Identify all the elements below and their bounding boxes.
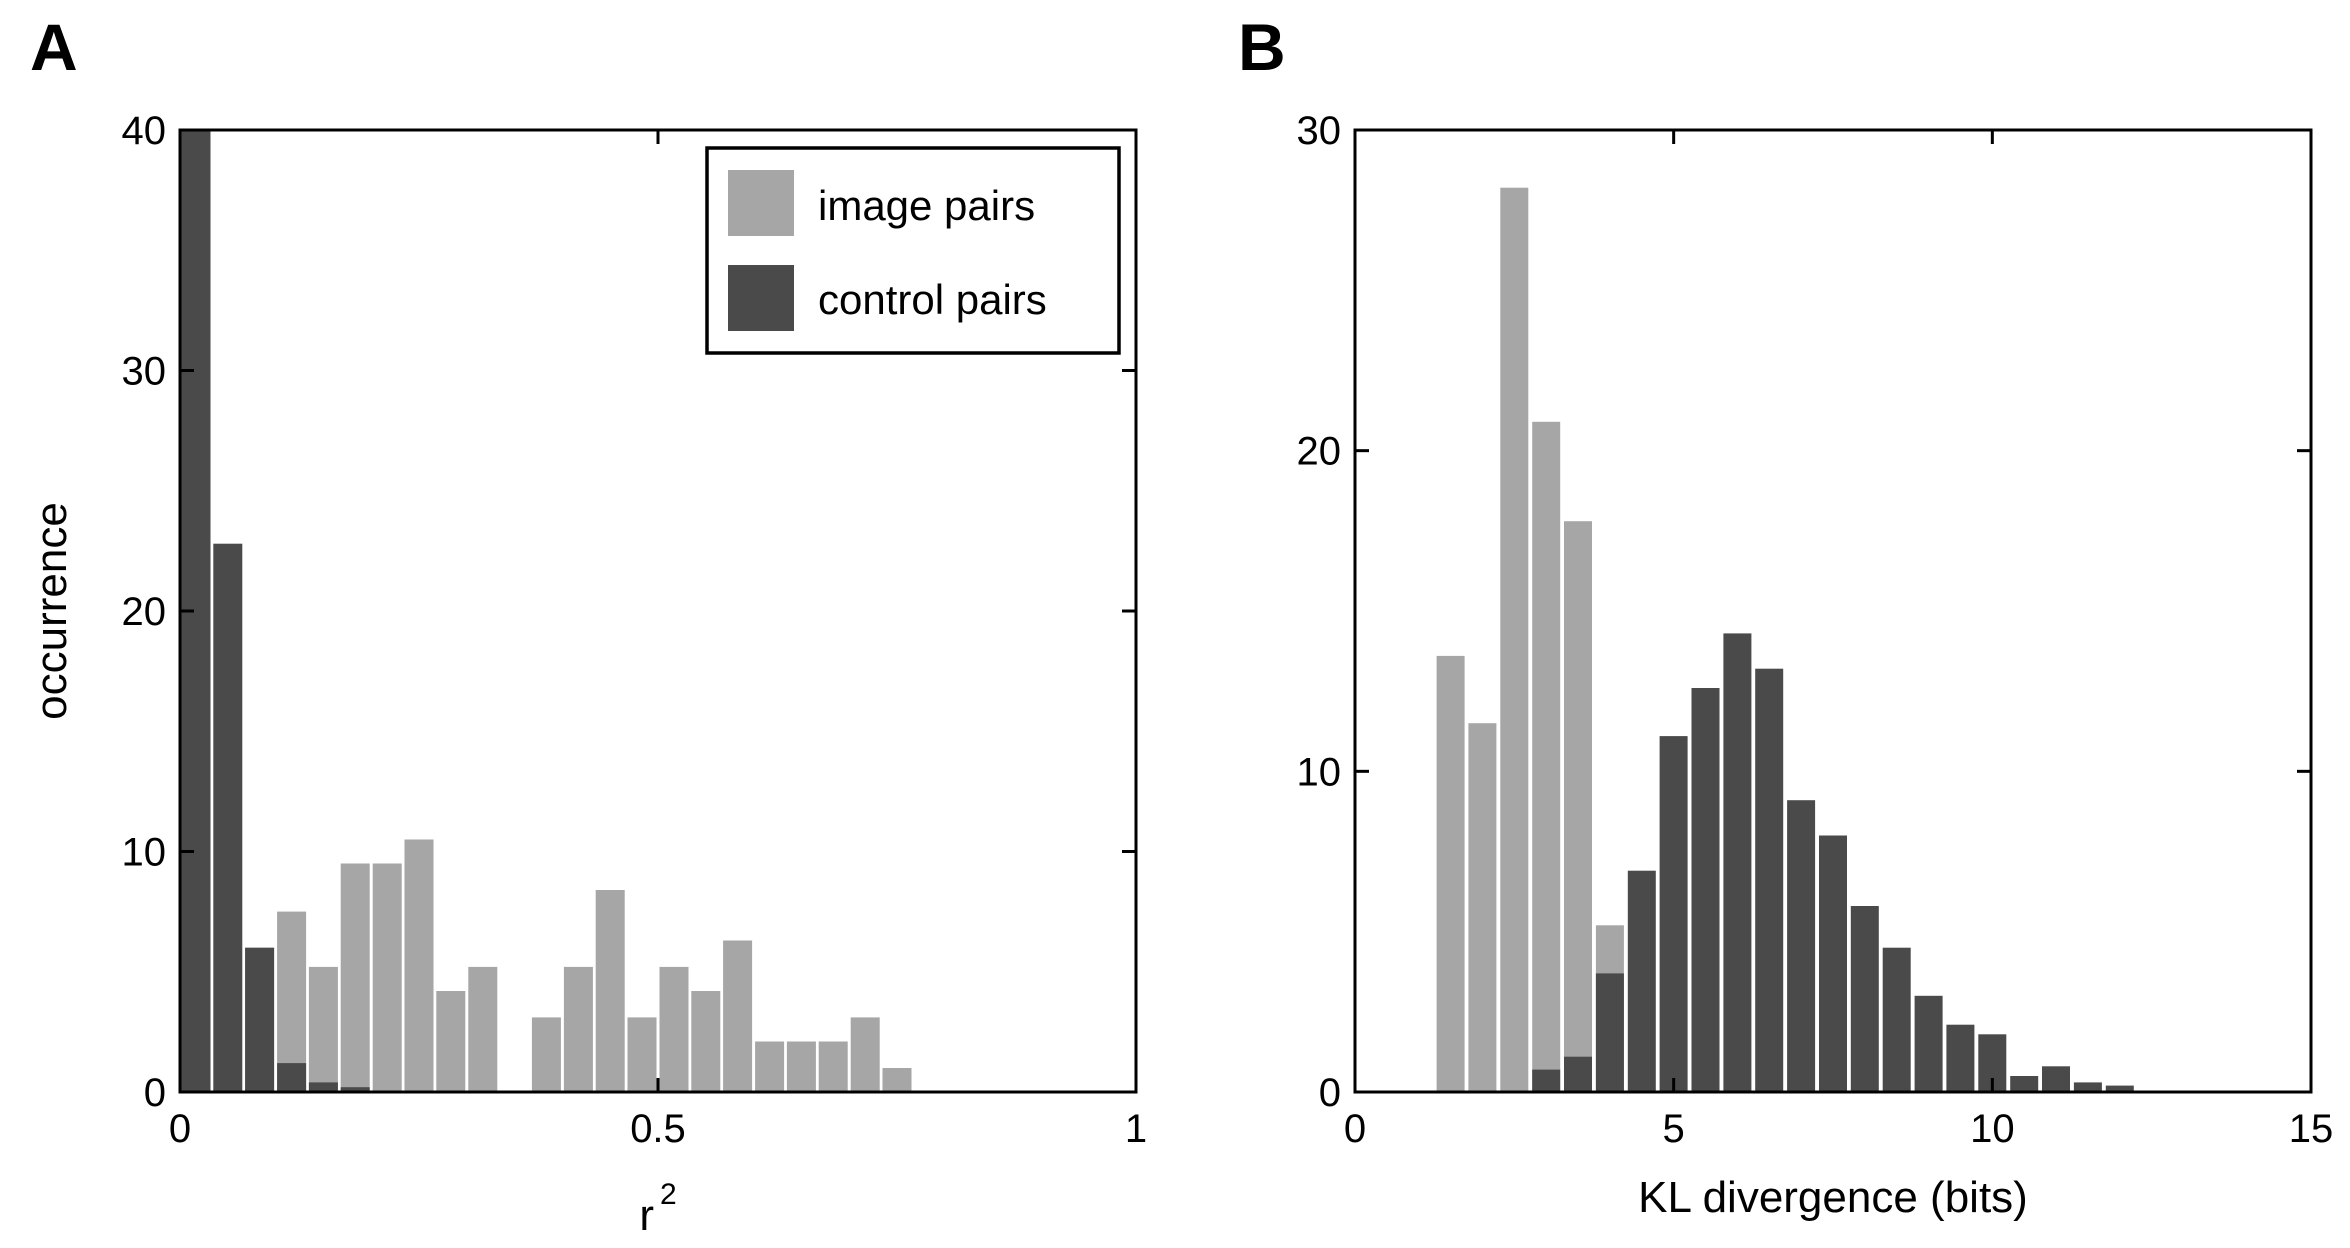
- panel-a-bar-image-pairs: [340, 863, 370, 1092]
- panel-a-bar-image-pairs: [308, 966, 338, 1092]
- panel-b-bar-image-pairs: [1436, 655, 1465, 1092]
- panel-a-bar-image-pairs: [531, 1017, 561, 1092]
- panel-a-bar-image-pairs: [436, 991, 466, 1092]
- panel-a-x-tick-label: 0: [169, 1107, 191, 1151]
- panel-b-x-tick-label: 5: [1663, 1107, 1685, 1151]
- panel-a-bar-image-pairs: [882, 1068, 912, 1092]
- panel-b-bar-image-pairs: [1500, 187, 1529, 1092]
- panel-a-bar-image-pairs: [404, 839, 434, 1092]
- panel-b-x-tick-label: 0: [1344, 1107, 1366, 1151]
- panel-b-bar-control-pairs: [1819, 835, 1847, 1092]
- panel-b-x-tick-label: 10: [1970, 1107, 2015, 1151]
- panel-b-bar-control-pairs: [2042, 1066, 2070, 1092]
- panel-a-bar-image-pairs: [277, 911, 307, 1092]
- panel-b-bar-control-pairs: [2073, 1082, 2102, 1092]
- panel-a-bar-image-pairs: [850, 1017, 880, 1092]
- panel-a-bar-image-pairs: [755, 1041, 785, 1092]
- panel-b-bar-control-pairs: [2105, 1085, 2134, 1092]
- panel-b-bar-control-pairs: [1595, 973, 1624, 1092]
- panel-b-bar-control-pairs: [1532, 1069, 1561, 1092]
- panel-b-y-tick-label: 30: [1297, 109, 1342, 153]
- panel-a-bar-image-pairs: [691, 991, 721, 1092]
- panel-a-bar-control-pairs: [340, 1087, 370, 1092]
- panel-b-bar-control-pairs: [1723, 633, 1752, 1092]
- panel-a-y-tick-label: 10: [122, 831, 167, 875]
- panel-a-y-tick-label: 30: [122, 350, 167, 394]
- panel-a-bar-image-pairs: [372, 863, 402, 1092]
- legend-swatch-control-pairs: [728, 265, 794, 331]
- panel-b-bar-image-pairs: [1564, 521, 1592, 1092]
- panel-b-bar-control-pairs: [1946, 1024, 1975, 1092]
- panel-b-bar-control-pairs: [1882, 947, 1911, 1092]
- panel-b-bar-control-pairs: [1914, 995, 1943, 1092]
- panel-b-y-tick-label: 10: [1297, 750, 1342, 794]
- panel-b-ticks: 0 5 10 15 0 10 20 30: [1297, 109, 2334, 1151]
- panel-a-bar-image-pairs: [563, 966, 593, 1092]
- panel-a-x-tick-label: 0.5: [630, 1107, 686, 1151]
- panel-a-x-axis-title-superscript: 2: [660, 1178, 677, 1211]
- panel-a-y-tick-label: 20: [122, 590, 167, 634]
- panel-a-bar-image-pairs: [786, 1041, 816, 1092]
- panel-a-bar-image-pairs: [627, 1017, 657, 1092]
- panel-b-bar-control-pairs: [1691, 688, 1720, 1092]
- panel-a-y-tick-label: 0: [144, 1071, 166, 1115]
- legend-swatch-image-pairs: [728, 170, 794, 236]
- panel-a-bar-control-pairs: [213, 543, 243, 1092]
- panel-b-letter: B: [1238, 10, 1286, 84]
- panel-a-bar-control-pairs: [308, 1082, 338, 1092]
- panel-b-bar-image-pairs: [1468, 723, 1497, 1092]
- panel-a-y-axis-title: occurrence: [27, 502, 76, 720]
- panel-a-bars: [181, 130, 912, 1092]
- panel-a-bar-control-pairs: [277, 1063, 307, 1092]
- panel-a-bar-image-pairs: [595, 890, 625, 1092]
- panel-b-bars: [1436, 187, 2134, 1092]
- panel-b-x-axis-title: KL divergence (bits): [1638, 1173, 2028, 1222]
- panel-a-bar-image-pairs: [818, 1041, 848, 1092]
- panel-b-x-tick-label: 15: [2289, 1107, 2334, 1151]
- panel-b-y-tick-label: 0: [1319, 1071, 1341, 1115]
- panel-a-x-tick-label: 1: [1125, 1107, 1147, 1151]
- legend: image pairs control pairs: [705, 146, 1121, 355]
- panel-a-bar-control-pairs: [245, 947, 275, 1092]
- panel-b-y-tick-label: 20: [1297, 430, 1342, 474]
- panel-b-bar-control-pairs: [1659, 736, 1688, 1092]
- panel-b-bar-control-pairs: [2010, 1076, 2039, 1092]
- panel-a-bar-image-pairs: [468, 966, 498, 1092]
- panel-a-y-tick-label: 40: [122, 109, 167, 153]
- panel-b-bar-control-pairs: [1564, 1056, 1592, 1092]
- panel-b: B 0 5 10 15 0 10 20 30 KL divergence (bits): [1238, 10, 2333, 1222]
- panel-b-bar-control-pairs: [1627, 870, 1656, 1092]
- panel-b-bar-control-pairs: [1787, 800, 1816, 1092]
- panel-a-bar-image-pairs: [659, 966, 689, 1092]
- panel-b-axes-box: [1353, 128, 2313, 1094]
- legend-label-image-pairs: image pairs: [818, 182, 1035, 229]
- legend-label-control-pairs: control pairs: [818, 276, 1047, 323]
- panel-b-bar-image-pairs: [1532, 421, 1561, 1092]
- panel-a-bar-image-pairs: [723, 940, 753, 1092]
- panel-a-x-axis-title-base: r: [639, 1191, 654, 1240]
- panel-a-letter: A: [30, 10, 78, 84]
- panel-b-bar-control-pairs: [1755, 668, 1784, 1092]
- panel-b-bar-control-pairs: [1850, 906, 1879, 1092]
